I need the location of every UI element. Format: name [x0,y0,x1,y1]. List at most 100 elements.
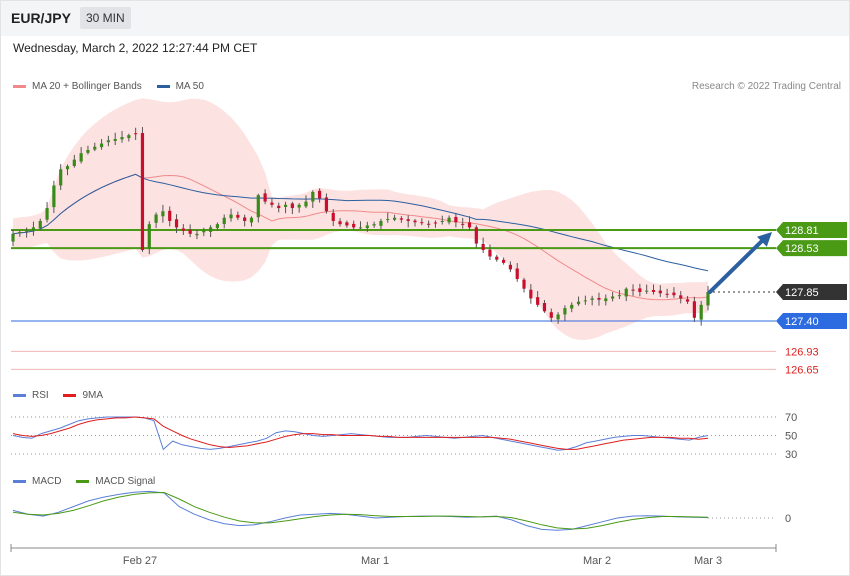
ma50-swatch [156,84,170,88]
candle [127,135,131,139]
rsi-tick-70: 70 [785,412,797,424]
candle [59,169,63,186]
rsi-swatch [13,393,26,397]
level-label-128.81: 128.81 [785,225,819,237]
macd-series-MACD [12,490,709,531]
candle [106,140,110,143]
candles-group [11,127,710,326]
rsi-series-9MA [12,416,709,450]
candle [576,301,581,305]
legend-rsi: RSI [13,390,49,401]
ma20-swatch [13,84,26,88]
candle [113,139,117,141]
level-tag-128.53 [776,240,847,257]
candle [611,296,615,299]
candle [140,133,145,251]
candle [345,222,349,226]
candle [270,202,274,205]
candle [215,224,220,229]
legend-ma50: MA 50 [156,81,204,92]
candle [338,221,342,225]
macd-swatch [13,479,26,483]
candle [583,300,587,302]
candle [645,290,649,292]
candle [392,217,397,220]
macd-legend: MACD MACD Signal [13,476,155,487]
candle [386,219,390,221]
candle [38,220,42,229]
candle [365,225,369,228]
candle [522,279,526,289]
candle [154,214,158,223]
candle [454,216,458,223]
candle [134,133,138,135]
level-label-128.53: 128.53 [785,243,819,255]
candle [433,222,438,224]
level-tag-127.40 [776,313,847,329]
candle [222,217,226,224]
candle [549,312,553,318]
candle [638,288,642,292]
candle [631,289,635,291]
candle [304,201,308,207]
bollinger-band [13,98,708,340]
trend-arrow-head [757,232,772,247]
time-label-mar-3: Mar 3 [694,555,722,567]
candle [372,224,376,226]
candle [529,289,533,299]
candle [79,153,83,162]
level-label-127.40: 127.40 [785,316,819,328]
rsi-9ma-swatch [63,393,77,397]
time-label-mar-1: Mar 1 [361,555,389,567]
rsi-tick-50: 50 [785,431,797,443]
rsi-tick-30: 30 [785,449,797,461]
candle [542,303,547,312]
candle [256,195,260,218]
candle [617,295,622,297]
candle [86,149,90,153]
candle [406,219,410,221]
rsi-series-RSI [12,416,709,451]
candle [188,229,192,234]
candle [25,230,29,232]
price-legend: MA 20 + Bollinger Bands MA 50 [13,81,204,92]
candle [515,268,519,280]
candle [352,223,356,228]
candle [168,210,172,221]
macd-series-MACD Signal [12,491,709,530]
datetime-label: Wednesday, March 2, 2022 12:27:44 PM CET [13,41,258,55]
candle [563,308,567,315]
macd-tick-0: 0 [785,513,791,525]
bollinger-band-group [13,98,708,340]
candle [467,222,472,228]
candle [208,227,213,232]
candle [461,223,465,225]
candle [440,220,444,222]
candle [590,298,594,300]
candle [481,243,485,251]
candle [679,295,683,299]
candle [665,293,669,295]
candle [672,292,676,296]
candle [195,233,199,236]
candle [147,224,151,249]
candle [161,211,165,217]
rsi-legend: RSI 9MA [13,390,103,401]
candle [290,203,294,209]
candle [243,217,247,221]
candle [658,290,662,294]
candle [331,212,335,221]
candle [297,204,301,208]
candle [120,137,124,140]
candle [556,314,560,320]
candle [488,249,492,257]
candle [624,288,628,297]
candle [202,230,206,233]
candle [570,304,574,309]
candle [45,208,49,220]
timeframe-badge[interactable]: 30 MIN [80,7,131,29]
candle [685,299,690,302]
candle [263,193,267,202]
candle [311,191,315,202]
